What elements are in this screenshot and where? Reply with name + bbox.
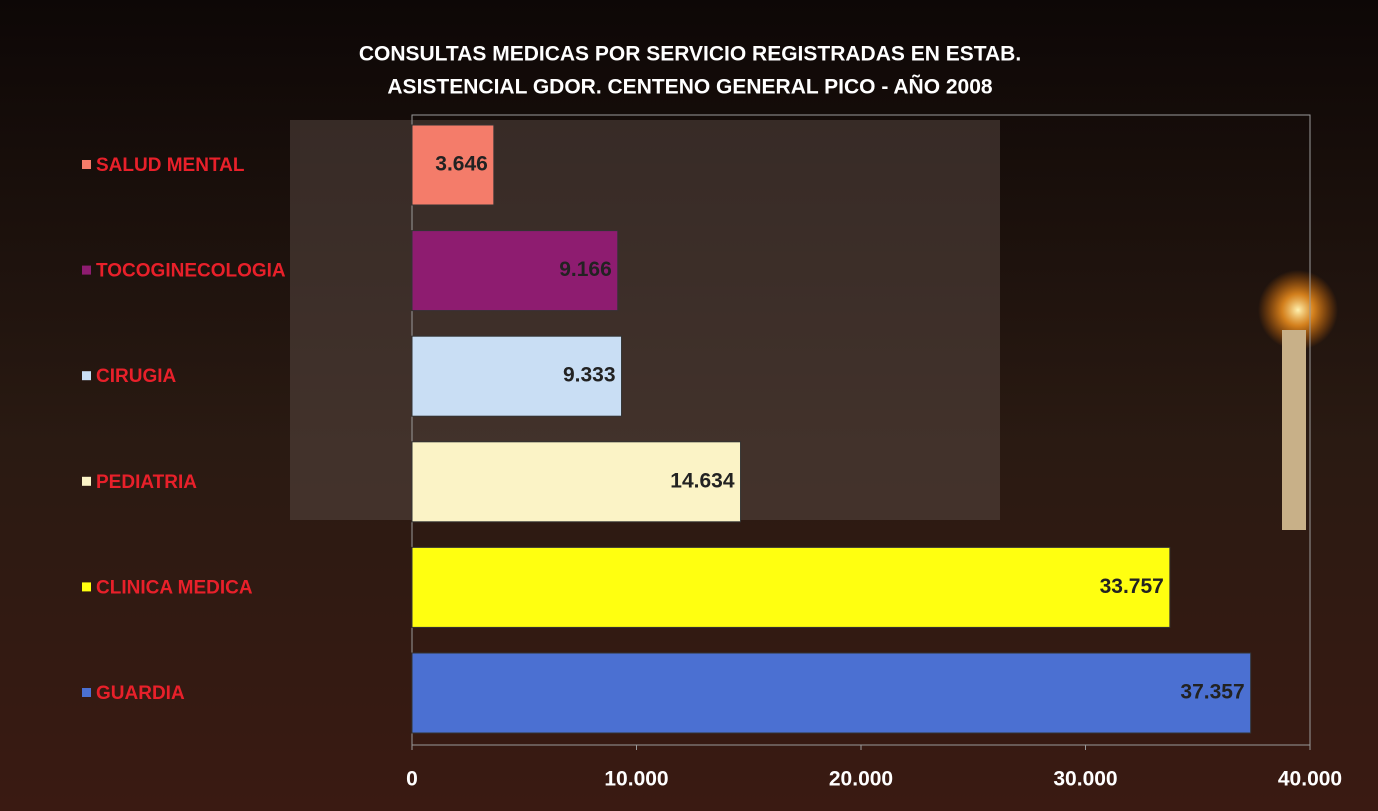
chart-title: ASISTENCIAL GDOR. CENTENO GENERAL PICO -… bbox=[387, 76, 993, 99]
category-label: SALUD MENTAL bbox=[96, 155, 245, 176]
category-label: CIRUGIA bbox=[96, 366, 177, 387]
chart-title: CONSULTAS MEDICAS POR SERVICIO REGISTRAD… bbox=[359, 43, 1021, 66]
category-label: GUARDIA bbox=[96, 683, 185, 704]
legend-swatch bbox=[82, 477, 91, 486]
value-label: 37.357 bbox=[1180, 681, 1244, 704]
value-label: 9.333 bbox=[563, 364, 616, 387]
category-label: PEDIATRIA bbox=[96, 472, 197, 493]
legend-swatch bbox=[82, 688, 91, 697]
lamp-post bbox=[1282, 330, 1306, 530]
value-label: 14.634 bbox=[670, 469, 735, 492]
legend-swatch bbox=[82, 160, 91, 169]
x-tick-label: 30.000 bbox=[1053, 768, 1117, 791]
legend-swatch bbox=[82, 371, 91, 380]
category-label: TOCOGINECOLOGIA bbox=[96, 261, 286, 282]
x-tick-label: 40.000 bbox=[1278, 768, 1342, 791]
value-label: 3.646 bbox=[435, 153, 488, 176]
legend-swatch bbox=[82, 266, 91, 275]
x-tick-label: 20.000 bbox=[829, 768, 893, 791]
category-label: CLINICA MEDICA bbox=[96, 577, 253, 598]
bar bbox=[412, 653, 1251, 733]
x-tick-label: 0 bbox=[406, 768, 418, 791]
value-label: 9.166 bbox=[559, 258, 612, 281]
x-tick-label: 10.000 bbox=[604, 768, 668, 791]
bar bbox=[412, 547, 1170, 627]
legend-swatch bbox=[82, 582, 91, 591]
chart: CONSULTAS MEDICAS POR SERVICIO REGISTRAD… bbox=[0, 0, 1378, 811]
page: CONSULTAS MEDICAS POR SERVICIO REGISTRAD… bbox=[0, 0, 1378, 811]
value-label: 33.757 bbox=[1100, 575, 1164, 598]
